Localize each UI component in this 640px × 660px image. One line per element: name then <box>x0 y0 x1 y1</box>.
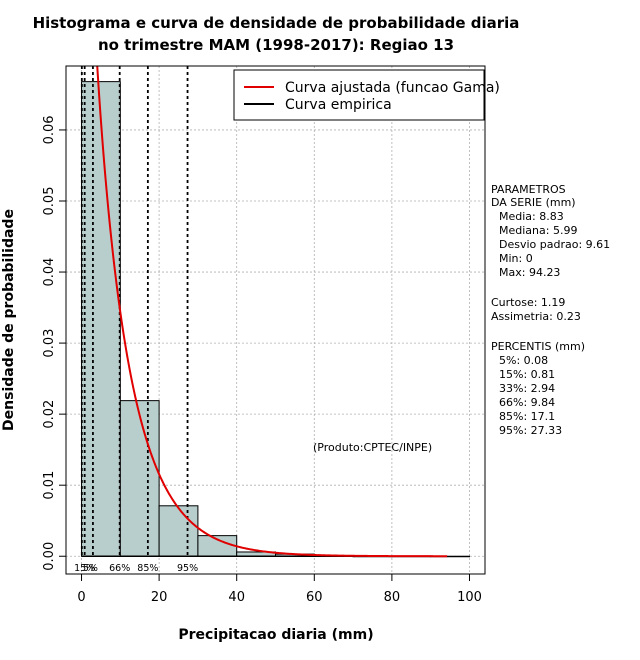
legend-empirical-label: Curva empirica <box>285 97 392 113</box>
density-curves <box>81 66 448 558</box>
x-axis-title: Precipitacao diaria (mm) <box>178 627 373 643</box>
x-tick-label: 40 <box>228 590 245 605</box>
percentile-label: 15% <box>74 563 95 574</box>
stats-p95: 95%: 27.33 <box>499 424 562 437</box>
x-tick-label: 100 <box>457 590 482 605</box>
stats-curtose: Curtose: 1.19 <box>491 296 565 309</box>
legend: Curva ajustada (funcao Gama) Curva empir… <box>233 69 500 121</box>
y-tick-label: 0.02 <box>42 400 57 429</box>
stats-mediana: Mediana: 5.99 <box>499 224 577 237</box>
x-tick-label: 0 <box>77 590 85 605</box>
histogram-bar <box>158 505 199 557</box>
percentile-label: 66% <box>109 563 130 574</box>
stats-min: Min: 0 <box>499 252 533 265</box>
stats-p85: 85%: 17.1 <box>499 410 555 423</box>
x-axis: 0 20 40 60 80 100 <box>77 573 482 605</box>
y-tick-label: 0.03 <box>42 329 57 358</box>
percentile-label: 95% <box>177 563 198 574</box>
y-tick-label: 0.05 <box>42 187 57 216</box>
stats-p33: 33%: 2.94 <box>499 382 555 395</box>
stats-p66: 66%: 9.84 <box>499 396 555 409</box>
percentile-label: 85% <box>137 563 158 574</box>
gamma-fit-curve <box>96 66 448 558</box>
y-tick-label: 0.06 <box>42 115 57 144</box>
legend-fit-label: Curva ajustada (funcao Gama) <box>285 80 500 96</box>
y-tick-label: 0.04 <box>42 258 57 287</box>
stats-max: Max: 94.23 <box>499 266 560 279</box>
chart-title: Histograma e curva de densidade de proba… <box>33 14 520 32</box>
stats-p15: 15%: 0.81 <box>499 368 555 381</box>
stats-desvio: Desvio padrao: 9.61 <box>499 238 610 251</box>
percentile-lines <box>80 66 189 557</box>
x-tick-label: 20 <box>151 590 168 605</box>
histogram-bars <box>81 81 470 558</box>
percentile-label: 5% <box>83 563 98 574</box>
stats-heading-2: DA SERIE (mm) <box>491 196 576 209</box>
y-axis: 0.00 0.01 0.02 0.03 0.04 0.05 0.06 <box>42 115 66 571</box>
stats-p5: 5%: 0.08 <box>499 354 548 367</box>
percentile-axis-labels: 15%5% 66% 85% 95% <box>74 563 198 574</box>
x-tick-label: 80 <box>384 590 401 605</box>
source-note: (Produto:CPTEC/INPE) <box>313 441 432 454</box>
stats-panel: PARAMETROS DA SERIE (mm) Media: 8.83 Med… <box>491 183 610 437</box>
x-tick-label: 60 <box>306 590 323 605</box>
y-tick-label: 0.01 <box>42 471 57 500</box>
legend-box <box>233 69 485 121</box>
stats-heading-1: PARAMETROS <box>491 183 566 196</box>
y-tick-label: 0.00 <box>42 542 57 571</box>
stats-media: Media: 8.83 <box>499 210 564 223</box>
stats-assimetria: Assimetria: 0.23 <box>491 310 581 323</box>
histogram-bar <box>119 400 160 557</box>
stats-percentis-heading: PERCENTIS (mm) <box>491 340 585 353</box>
y-axis-title: Densidade de probabilidade <box>1 209 17 431</box>
chart-subtitle: no trimestre MAM (1998-2017): Regiao 13 <box>98 36 454 54</box>
histogram-bar <box>81 81 121 557</box>
